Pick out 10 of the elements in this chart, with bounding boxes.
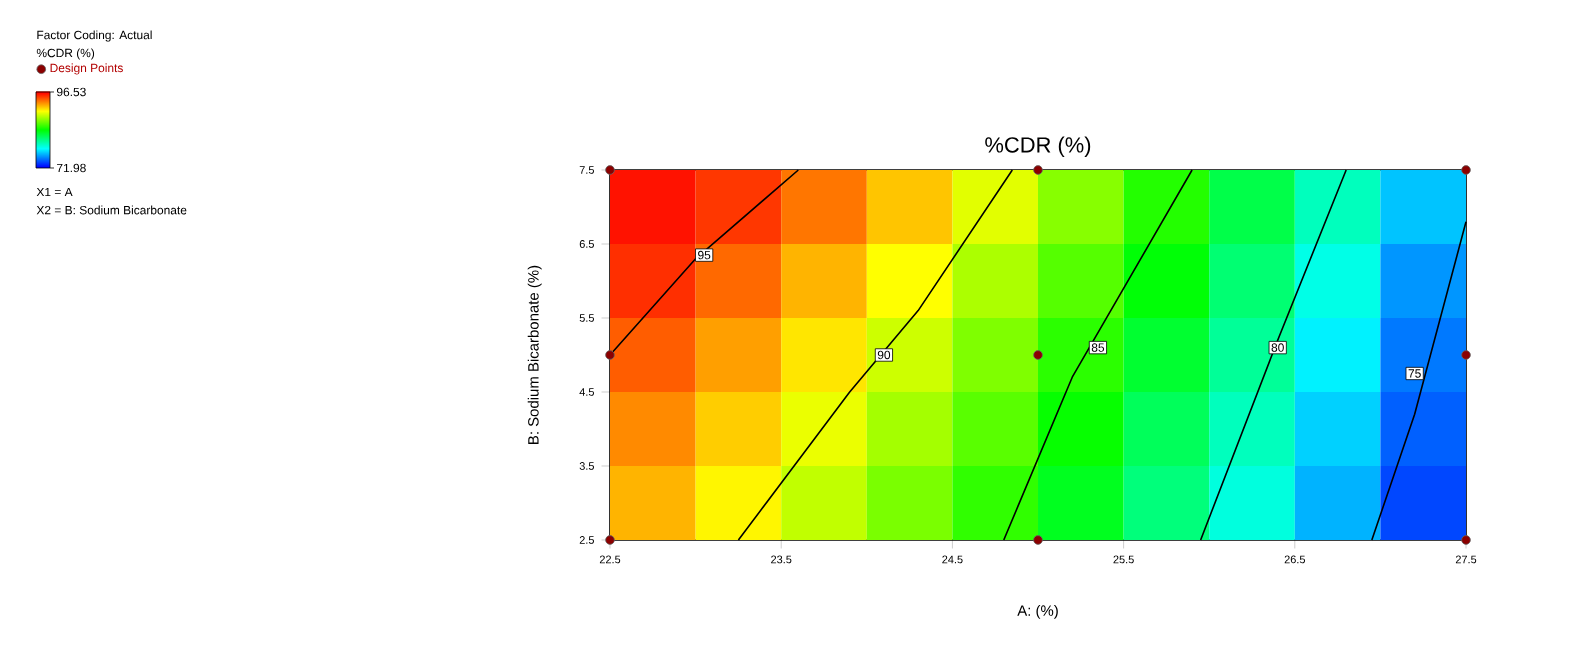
point	[605, 535, 615, 545]
point	[1033, 350, 1043, 360]
point	[605, 165, 615, 175]
point	[1461, 535, 1471, 545]
point	[1461, 350, 1471, 360]
chart-title: %CDR (%)	[985, 136, 1091, 157]
point	[1033, 535, 1043, 545]
point	[1033, 165, 1043, 175]
point	[605, 350, 615, 360]
point	[1461, 165, 1471, 175]
